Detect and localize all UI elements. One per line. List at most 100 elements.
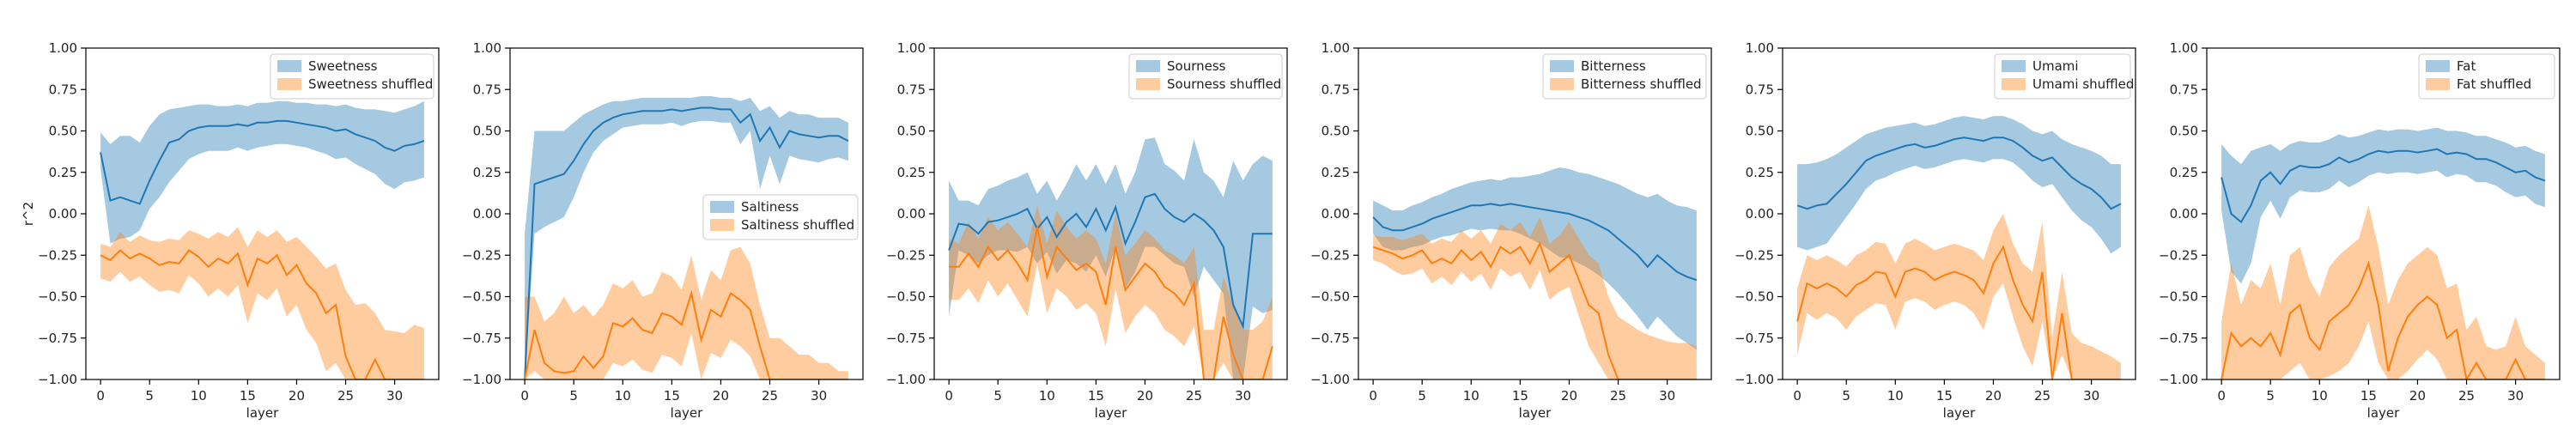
band-saltiness-shuffled — [525, 246, 848, 379]
panel-5: 0 5 10 15 20 25 30 1.00 0.75 0.50 0.25 0.00 −0.25 −0.… — [1735, 40, 2136, 421]
y-tick-label: 0.75 — [1321, 82, 1350, 97]
legend-swatch — [1136, 78, 1160, 90]
x-axis-label: layer — [1943, 405, 1976, 421]
x-tick-label: 10 — [191, 388, 207, 404]
x-tick-label: 20 — [1985, 388, 2002, 404]
legend-label: Sweetness shuffled — [308, 76, 433, 92]
y-tick-label: 1.00 — [897, 40, 926, 56]
y-tick-label: 0.50 — [897, 124, 926, 139]
y-tick-label: 0.25 — [897, 165, 926, 180]
y-tick-label: 0.25 — [473, 165, 501, 180]
legend-label: Saltiness — [741, 199, 799, 215]
legend-label: Fat — [2457, 58, 2476, 74]
legend-swatch — [2002, 78, 2026, 90]
x-tick-label: 30 — [1659, 388, 1675, 404]
x-tick-label: 15 — [1936, 388, 1953, 404]
y-tick-label: 0.00 — [473, 206, 501, 222]
x-tick-label: 30 — [2083, 388, 2099, 404]
x-tick-label: 25 — [2034, 388, 2050, 404]
x-tick-label: 0 — [520, 388, 529, 404]
x-tick-label: 20 — [1137, 388, 1153, 404]
legend-box — [702, 194, 859, 240]
y-tick-label: 0.50 — [1321, 124, 1350, 139]
legend-swatch — [1550, 78, 1574, 90]
y-tick-label: −1.00 — [2159, 372, 2198, 387]
y-tick-label: 0.25 — [49, 165, 77, 180]
panel-1: 0 5 10 15 20 25 30 1.00 0.75 0.50 0.25 0.00 −0.25 −0.… — [21, 40, 440, 421]
x-axis-label: layer — [671, 405, 703, 421]
x-tick-label: 10 — [2312, 388, 2328, 404]
legend-label: Umami — [2032, 58, 2079, 74]
band-fat-shuffled — [2221, 205, 2545, 379]
y-tick-label: 0.75 — [1746, 82, 1774, 97]
y-tick-label: −1.00 — [462, 372, 501, 387]
y-tick-label: −1.00 — [1735, 372, 1774, 387]
y-tick-label: −1.00 — [886, 372, 926, 387]
line-umami — [1796, 137, 2122, 210]
line-fat — [2221, 148, 2546, 224]
x-tick-label: 25 — [1186, 388, 1202, 404]
band-sourness-shuffled — [949, 205, 1273, 379]
x-tick-label: 15 — [664, 388, 680, 404]
x-axis-label: layer — [1095, 405, 1127, 421]
y-tick-label: −0.25 — [462, 247, 501, 263]
band-umami — [1797, 116, 2121, 254]
x-tick-label: 30 — [811, 388, 827, 404]
y-tick-label: −0.75 — [462, 331, 501, 346]
y-tick-label: −0.50 — [462, 289, 501, 305]
y-tick-label: −0.25 — [886, 247, 926, 263]
x-tick-label: 10 — [1463, 388, 1479, 404]
y-tick-label: 0.00 — [49, 206, 77, 222]
line-bitterness-shuffled — [1372, 241, 1697, 379]
y-tick-label: −0.75 — [886, 331, 926, 346]
x-tick-label: 20 — [289, 388, 305, 404]
x-tick-label: 0 — [945, 388, 953, 404]
y-tick-label: −0.50 — [38, 289, 77, 305]
plot-area — [948, 137, 1273, 379]
x-tick-label: 20 — [713, 388, 729, 404]
legend-label: Sourness shuffled — [1167, 76, 1281, 92]
legend-swatch — [710, 219, 734, 231]
legend-box — [1128, 53, 1283, 100]
legend: Sweetness Sweetness shuffled — [270, 53, 434, 100]
y-tick-label: −0.50 — [1735, 289, 1774, 305]
x-tick-label: 15 — [2360, 388, 2377, 404]
line-umami-shuffled — [1796, 245, 2121, 379]
line-bitterness — [1372, 203, 1698, 282]
y-tick-label: −0.25 — [38, 247, 77, 263]
line-saltiness — [524, 106, 849, 379]
legend-label: Sourness — [1167, 58, 1226, 74]
legend-swatch — [710, 201, 734, 213]
legend-swatch — [2426, 78, 2450, 90]
y-tick-label: 0.50 — [2170, 124, 2198, 139]
x-tick-label: 25 — [337, 388, 354, 404]
x-tick-label: 25 — [762, 388, 778, 404]
y-tick-label: −1.00 — [38, 372, 77, 387]
legend-swatch — [2002, 60, 2026, 72]
legend: Bitterness Bitterness shuffled — [1542, 53, 1707, 100]
x-axis-label: layer — [1519, 405, 1552, 421]
legend-box — [1994, 53, 2131, 100]
x-tick-label: 5 — [145, 388, 154, 404]
legend-label: Sweetness — [308, 58, 378, 74]
x-tick-label: 0 — [1793, 388, 1801, 404]
plot-area — [100, 100, 425, 379]
x-tick-label: 10 — [1039, 388, 1055, 404]
x-tick-label: 30 — [1235, 388, 1251, 404]
y-tick-label: 0.50 — [473, 124, 501, 139]
x-tick-label: 5 — [2266, 388, 2275, 404]
y-tick-label: 0.75 — [2170, 82, 2198, 97]
y-tick-label: 0.75 — [897, 82, 926, 97]
y-tick-label: 1.00 — [473, 40, 501, 56]
legend: Sourness Sourness shuffled — [1128, 53, 1283, 100]
legend-label: Fat shuffled — [2457, 76, 2531, 92]
x-axis-label: layer — [246, 405, 279, 421]
band-umami-shuffled — [1797, 214, 2121, 379]
legend-box — [270, 53, 434, 100]
y-tick-label: 1.00 — [1321, 40, 1350, 56]
x-tick-label: 5 — [993, 388, 1002, 404]
x-tick-label: 15 — [1512, 388, 1528, 404]
y-tick-label: −0.25 — [1310, 247, 1350, 263]
x-tick-label: 20 — [1561, 388, 1577, 404]
